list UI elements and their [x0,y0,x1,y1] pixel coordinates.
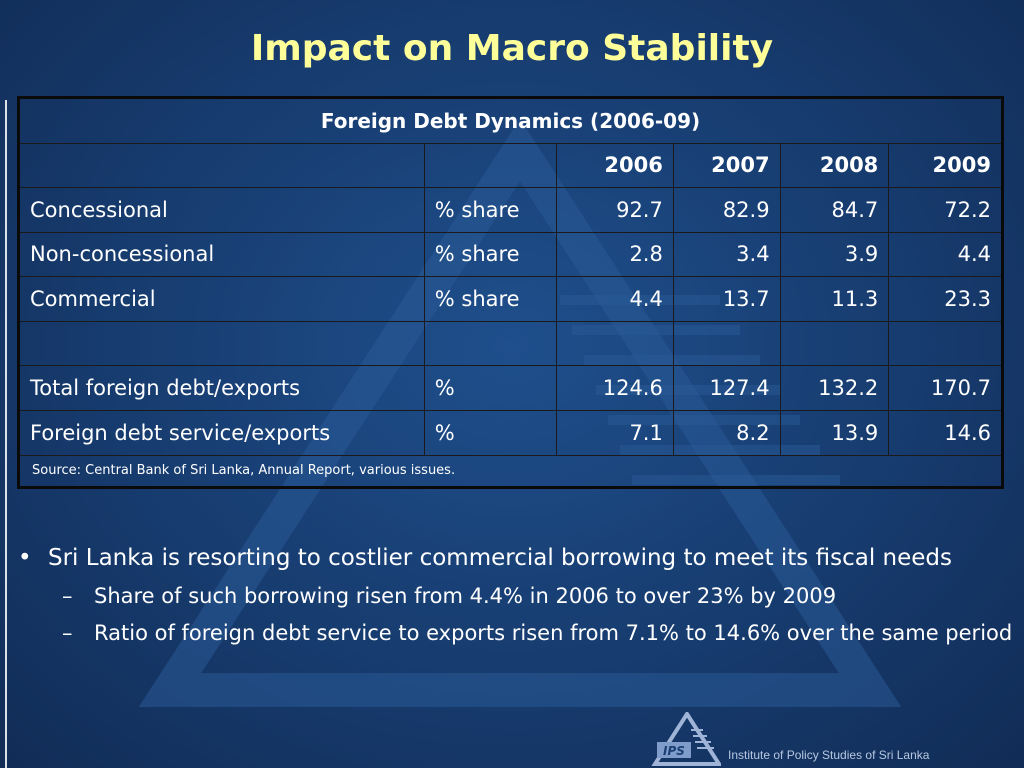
cell-value: 4.4 [888,231,1003,278]
row-unit: % share [423,231,558,278]
header-empty-label [18,142,425,189]
table-row: Total foreign debt/exports % 124.6 127.4… [18,365,1003,411]
cell-value [556,320,674,367]
table-source-note: Source: Central Bank of Sri Lanka, Annua… [18,454,1003,489]
cell-value [779,320,890,367]
table-row: Commercial % share 4.4 13.7 11.3 23.3 [18,276,1003,322]
table-row: Foreign debt service/exports % 7.1 8.2 1… [18,409,1003,456]
sub-bullet-marker: – [62,584,73,608]
cell-value: 23.3 [888,276,1003,322]
cell-value: 72.2 [888,187,1003,233]
cell-value: 7.1 [556,409,674,456]
bullet-item: • Sri Lanka is resorting to costlier com… [14,542,1014,574]
cell-value: 4.4 [556,276,674,322]
cell-value: 92.7 [556,187,674,233]
sub-bullet-text: Share of such borrowing risen from 4.4% … [94,584,837,608]
row-label: Total foreign debt/exports [18,365,425,411]
organization-name: Institute of Policy Studies of Sri Lanka [728,748,930,762]
row-label [18,320,425,367]
row-label: Foreign debt service/exports [18,409,425,456]
sub-bullet-text: Ratio of foreign debt service to exports… [94,621,1013,645]
cell-value: 13.7 [672,276,781,322]
header-year: 2008 [779,142,890,189]
table-caption-row: Foreign Debt Dynamics (2006-09) [18,97,1003,144]
table-caption: Foreign Debt Dynamics (2006-09) [18,97,1003,144]
cell-value: 170.7 [888,365,1003,411]
cell-value: 8.2 [672,409,781,456]
header-year: 2006 [556,142,674,189]
table-source-row: Source: Central Bank of Sri Lanka, Annua… [18,454,1003,489]
row-label: Concessional [18,187,425,233]
sub-bullet-marker: – [62,621,73,645]
cell-value: 84.7 [779,187,890,233]
row-label: Non-concessional [18,231,425,278]
left-divider [5,100,7,768]
cell-value: 124.6 [556,365,674,411]
sub-bullet-item: – Share of such borrowing risen from 4.4… [14,581,1014,611]
table-row: Concessional % share 92.7 82.9 84.7 72.2 [18,187,1003,233]
row-unit [423,320,558,367]
sub-bullet-item: – Ratio of foreign debt service to expor… [14,618,1014,648]
cell-value [672,320,781,367]
cell-value [888,320,1003,367]
header-year: 2009 [888,142,1003,189]
bullet-list: • Sri Lanka is resorting to costlier com… [14,542,1014,648]
header-year: 2007 [672,142,781,189]
logo-text: IPS [663,744,685,758]
table-header-row: 2006 2007 2008 2009 [18,142,1003,189]
cell-value: 127.4 [672,365,781,411]
cell-value: 11.3 [779,276,890,322]
table-row: Non-concessional % share 2.8 3.4 3.9 4.4 [18,231,1003,278]
row-label: Commercial [18,276,425,322]
cell-value: 13.9 [779,409,890,456]
header-empty-unit [423,142,558,189]
row-unit: % share [423,187,558,233]
cell-value: 2.8 [556,231,674,278]
cell-value: 3.9 [779,231,890,278]
slide-title: Impact on Macro Stability [250,28,774,69]
cell-value: 82.9 [672,187,781,233]
cell-value: 132.2 [779,365,890,411]
cell-value: 3.4 [672,231,781,278]
bullet-marker: • [18,545,32,571]
row-unit: % [423,365,558,411]
table-row-empty [18,320,1003,367]
cell-value: 14.6 [888,409,1003,456]
bullet-text: Sri Lanka is resorting to costlier comme… [48,545,952,571]
row-unit: % share [423,276,558,322]
ips-logo-icon: IPS [651,712,721,766]
foreign-debt-table: Foreign Debt Dynamics (2006-09) 2006 200… [17,96,1004,489]
row-unit: % [423,409,558,456]
